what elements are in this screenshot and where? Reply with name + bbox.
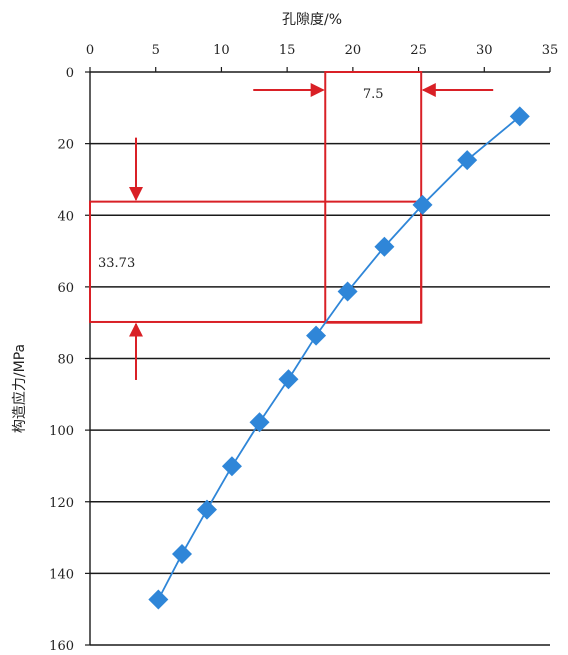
y-tick-label: 40 [57,209,74,224]
data-point [221,456,242,477]
stress-band-label: 33.73 [98,256,135,271]
series-line [157,115,521,600]
x-tick-label: 15 [279,43,296,58]
y-tick-label: 120 [49,496,74,511]
x-tick-label: 10 [213,43,230,58]
data-point [196,499,217,520]
x-tick-label: 30 [476,43,493,58]
x-tick-label: 25 [410,43,427,58]
x-axis-title: 孔隙度/% [282,12,342,28]
data-point [412,194,433,215]
porosity-band-label: 7.5 [363,87,384,102]
annotations: 7.5 33.73 [89,71,494,380]
data-point [148,589,169,610]
data-point [374,236,395,257]
data-point [509,106,530,127]
x-tick-label: 0 [86,43,94,58]
y-axis-title: 构造应力/MPa [11,344,28,433]
data-point [249,412,270,433]
y-tick-label: 20 [57,138,74,153]
x-tick-label: 5 [152,43,160,58]
data-point [172,544,192,565]
y-tick-label: 80 [57,353,74,368]
axes [85,67,551,646]
y-tick-label: 160 [49,639,74,654]
x-tick-labels: 0 5 10 15 20 25 30 35 [86,43,558,58]
y-tick-label: 60 [57,281,74,296]
data-point [306,325,327,346]
y-tick-label: 100 [49,424,74,439]
data-series [148,106,530,610]
data-point [457,150,478,171]
porosity-band-box [324,71,423,324]
data-point [278,369,299,390]
y-tick-label: 140 [49,567,74,582]
data-point [337,281,358,302]
y-tick-labels: 0 20 40 60 80 100 120 140 160 [49,66,74,654]
stress-band-box [89,200,423,323]
x-tick-label: 20 [345,43,362,58]
y-tick-label: 0 [66,66,74,81]
grid-lines [90,142,550,646]
x-tick-label: 35 [542,43,559,58]
